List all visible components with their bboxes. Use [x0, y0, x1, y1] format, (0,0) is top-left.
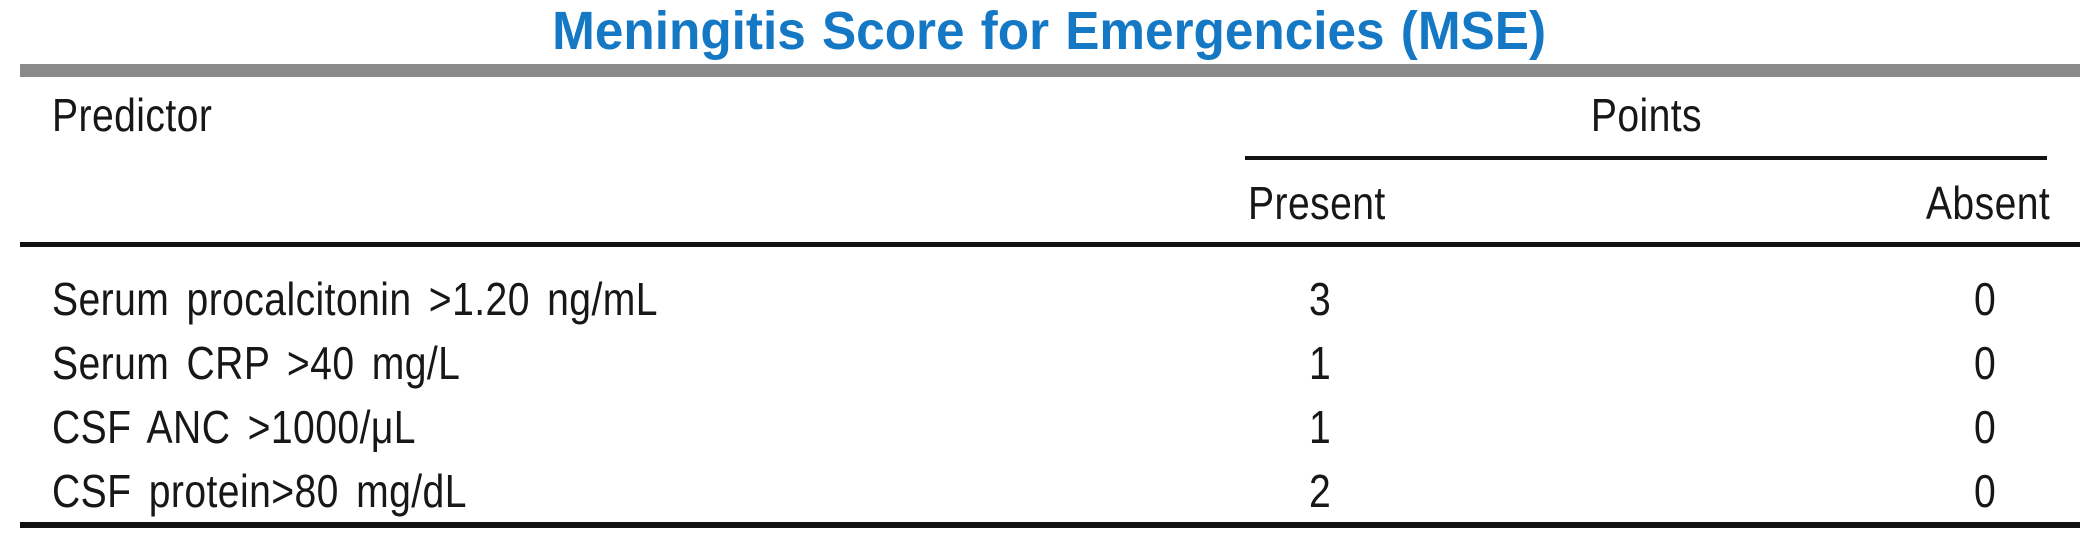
table-row-predictor: CSF protein>80 mg/dL	[52, 465, 467, 517]
table-row-present-points: 1	[1308, 337, 1332, 389]
table-row-present-points: 2	[1308, 465, 1332, 517]
column-header-present: Present	[1248, 177, 1386, 229]
table-row-absent-points: 0	[1973, 401, 1997, 453]
column-header-predictor: Predictor	[52, 89, 213, 141]
column-header-points: Points	[1590, 89, 1702, 141]
table-row-present-points: 3	[1308, 273, 1332, 325]
column-header-absent: Absent	[1925, 177, 2050, 229]
top-rule	[20, 64, 2080, 77]
table-row-predictor: CSF ANC >1000/μL	[52, 401, 416, 453]
bottom-rule	[20, 522, 2080, 528]
points-underline-rule	[1245, 156, 2047, 160]
table-row-predictor: Serum CRP >40 mg/L	[52, 337, 461, 389]
table-row-predictor: Serum procalcitonin >1.20 ng/mL	[52, 273, 658, 325]
table-row-absent-points: 0	[1973, 337, 1997, 389]
header-separator-rule	[20, 242, 2080, 247]
table-row-absent-points: 0	[1973, 273, 1997, 325]
table-row-absent-points: 0	[1973, 465, 1997, 517]
table-title-text: Meningitis Score for Emergencies (MSE)	[552, 1, 1546, 61]
table-title: Meningitis Score for Emergencies (MSE)	[0, 0, 2098, 62]
table-row-present-points: 1	[1308, 401, 1332, 453]
